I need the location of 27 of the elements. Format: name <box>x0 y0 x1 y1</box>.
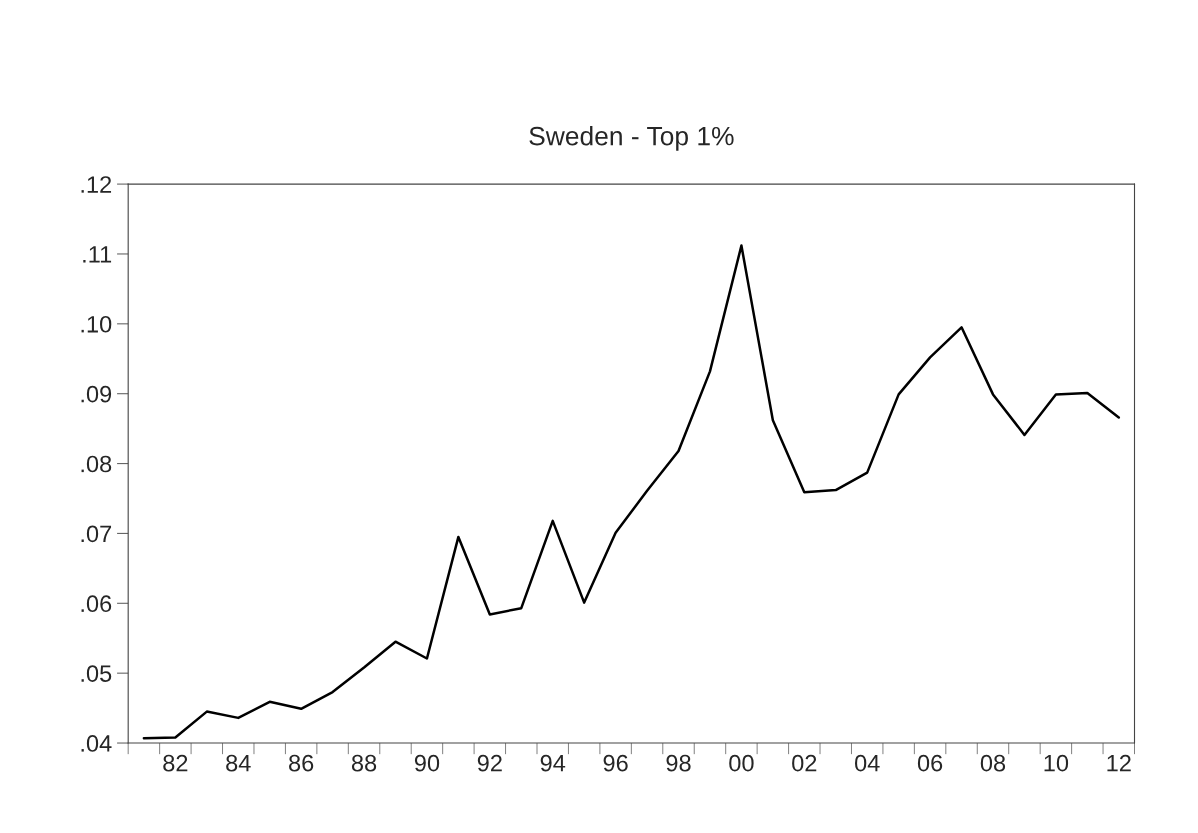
x-tick-label: 08 <box>980 754 1006 772</box>
x-tick-label: 88 <box>351 754 377 772</box>
x-tick-label: 06 <box>917 754 943 772</box>
x-tick-label: 96 <box>603 754 628 772</box>
x-tick-label: 98 <box>666 754 691 772</box>
x-tick-label: 82 <box>163 754 188 772</box>
y-tick-label: .08 <box>81 455 112 473</box>
x-tick-label: 02 <box>792 754 817 772</box>
y-tick-label: .12 <box>81 176 112 193</box>
x-tick-label: 94 <box>540 754 566 772</box>
y-tick-label: .10 <box>81 315 112 333</box>
y-tick-label: .09 <box>81 385 112 403</box>
y-tick-label: .11 <box>83 246 112 263</box>
line-series <box>142 244 1121 740</box>
y-tick-label: .07 <box>81 525 112 543</box>
x-tick-label: 86 <box>289 754 314 772</box>
x-tick-label: 92 <box>477 754 502 772</box>
x-tick-label: 90 <box>414 754 440 772</box>
y-tick-label: .06 <box>81 595 112 613</box>
y-tick-label: .05 <box>81 665 112 682</box>
y-tick-label: .04 <box>81 735 112 752</box>
x-tick-label: 12 <box>1107 754 1131 772</box>
chart-title: Sweden - Top 1% <box>529 126 734 151</box>
x-tick-label: 00 <box>729 754 754 772</box>
x-tick-label: 04 <box>854 754 880 772</box>
x-tick-label: 84 <box>226 754 251 772</box>
x-tick-label: 10 <box>1044 754 1069 772</box>
